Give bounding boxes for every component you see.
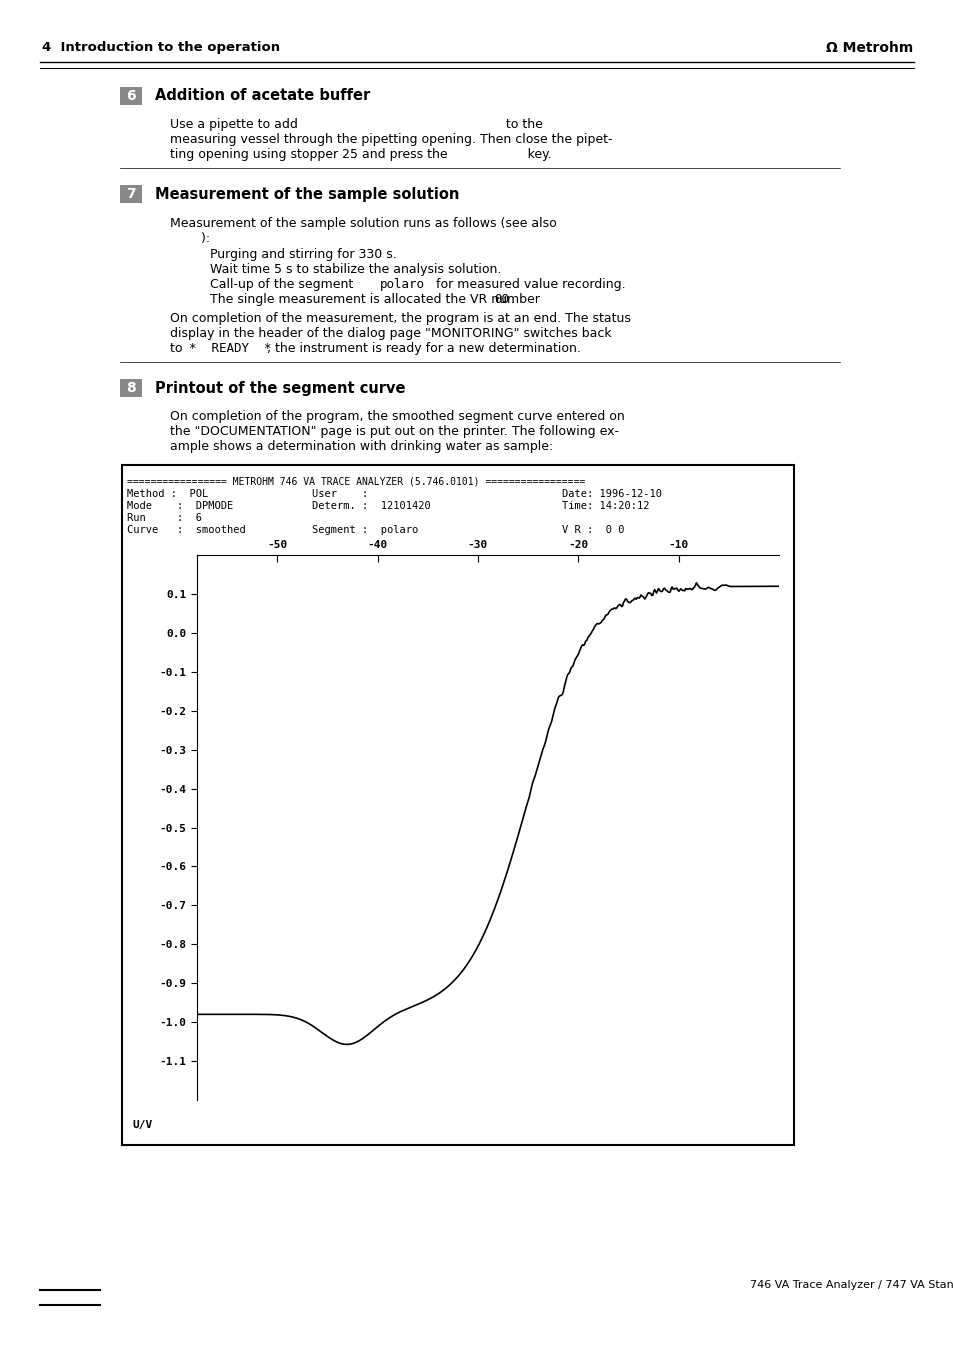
Text: U/V: U/V <box>132 1120 152 1129</box>
Text: ting opening using stopper 25 and press the                    key.: ting opening using stopper 25 and press … <box>170 149 551 161</box>
Text: .: . <box>511 293 515 305</box>
Text: Measurement of the sample solution: Measurement of the sample solution <box>154 186 459 201</box>
Text: Curve   :  smoothed: Curve : smoothed <box>127 526 246 535</box>
Text: I/nA: I/nA <box>749 570 776 580</box>
Text: User    :: User : <box>312 489 368 499</box>
Bar <box>122 465 793 1146</box>
Text: Determ. :  12101420: Determ. : 12101420 <box>312 501 431 511</box>
Text: 6: 6 <box>126 89 135 103</box>
Text: Wait time 5 s to stabilize the analysis solution.: Wait time 5 s to stabilize the analysis … <box>210 263 501 276</box>
Text: measuring vessel through the pipetting opening. Then close the pipet-: measuring vessel through the pipetting o… <box>170 132 612 146</box>
Text: Date: 1996-12-10: Date: 1996-12-10 <box>561 489 661 499</box>
Text: *  READY  *: * READY * <box>189 342 272 355</box>
Text: 4  Introduction to the operation: 4 Introduction to the operation <box>42 42 280 54</box>
Text: to: to <box>170 342 191 355</box>
Text: Purging and stirring for 330 s.: Purging and stirring for 330 s. <box>210 249 396 261</box>
Text: Measurement of the sample solution runs as follows (see also: Measurement of the sample solution runs … <box>170 218 557 230</box>
Text: V R :  0 0: V R : 0 0 <box>561 526 624 535</box>
Text: Run     :  6: Run : 6 <box>127 513 202 523</box>
Text: ample shows a determination with drinking water as sample:: ample shows a determination with drinkin… <box>170 440 553 453</box>
Text: display in the header of the dialog page "MONITORING" switches back: display in the header of the dialog page… <box>170 327 611 340</box>
Text: 00: 00 <box>494 293 509 305</box>
Text: ================= METROHM 746 VA TRACE ANALYZER (5.746.0101) =================: ================= METROHM 746 VA TRACE A… <box>127 477 584 486</box>
Text: 7: 7 <box>126 186 135 201</box>
Text: ):: ): <box>185 232 210 245</box>
FancyBboxPatch shape <box>120 185 142 203</box>
Text: Call-up of the segment: Call-up of the segment <box>210 278 361 290</box>
Text: 746 VA Trace Analyzer / 747 VA Stand: 746 VA Trace Analyzer / 747 VA Stand <box>749 1279 953 1290</box>
Text: On completion of the measurement, the program is at an end. The status: On completion of the measurement, the pr… <box>170 312 630 326</box>
Text: Printout of the segment curve: Printout of the segment curve <box>154 381 405 396</box>
Text: Segment :  polaro: Segment : polaro <box>312 526 417 535</box>
Text: Use a pipette to add                                                    to the: Use a pipette to add to the <box>170 118 542 131</box>
Text: Addition of acetate buffer: Addition of acetate buffer <box>154 89 370 104</box>
FancyBboxPatch shape <box>120 86 142 105</box>
Text: for measured value recording.: for measured value recording. <box>428 278 625 290</box>
Text: , the instrument is ready for a new determination.: , the instrument is ready for a new dete… <box>267 342 580 355</box>
Text: the "DOCUMENTATION" page is put out on the printer. The following ex-: the "DOCUMENTATION" page is put out on t… <box>170 426 618 438</box>
Text: Ω Metrohm: Ω Metrohm <box>825 41 913 55</box>
Text: 8: 8 <box>126 381 135 394</box>
Text: Mode    :  DPMODE: Mode : DPMODE <box>127 501 233 511</box>
Text: On completion of the program, the smoothed segment curve entered on: On completion of the program, the smooth… <box>170 409 624 423</box>
FancyBboxPatch shape <box>120 380 142 397</box>
Text: Time: 14:20:12: Time: 14:20:12 <box>561 501 649 511</box>
Text: Method :  POL: Method : POL <box>127 489 208 499</box>
Text: The single measurement is allocated the VR number: The single measurement is allocated the … <box>210 293 547 305</box>
Text: polaro: polaro <box>379 278 424 290</box>
